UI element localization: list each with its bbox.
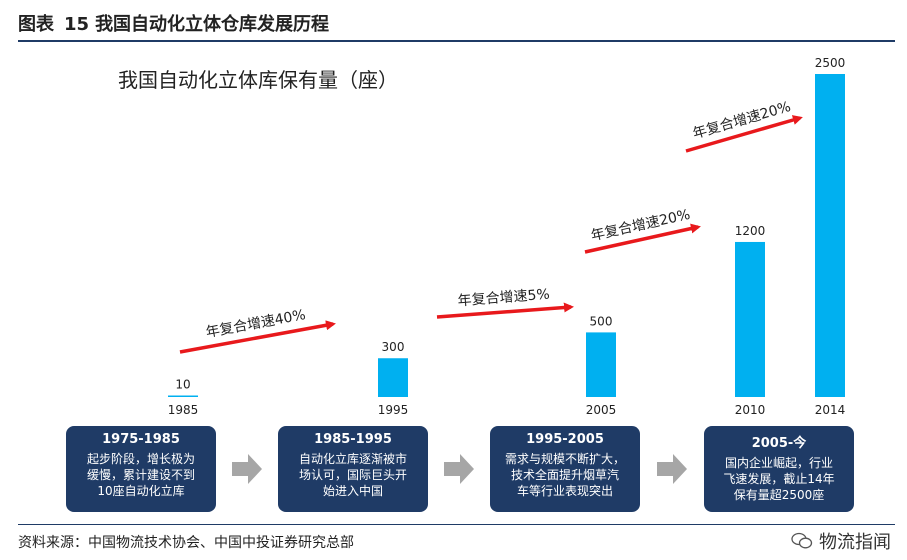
figure-title: 我国自动化立体仓库发展历程 [95, 14, 330, 35]
x-tick-label: 2010 [735, 403, 766, 417]
source-note: 资料来源：中国物流技术协会、中国中投证券研究总部 [18, 535, 354, 551]
bar-2010 [735, 241, 765, 397]
header-rule [18, 40, 895, 42]
growth-arrow [584, 223, 701, 254]
bar-chart: 10 1985 300 1995 500 2005 1200 2010 2500 2014 年复合增… [168, 56, 846, 417]
phase-period: 1975-1985 [102, 432, 180, 447]
bar-value-label: 500 [590, 314, 613, 328]
figure-label: 图表 [18, 14, 54, 35]
growth-arrow [179, 320, 336, 354]
x-tick-label: 1995 [378, 403, 409, 417]
phase-period: 1995-2005 [526, 432, 604, 447]
phase-desc-line: 技术全面提升烟草汽 [510, 468, 619, 482]
chevron-right-icon [444, 454, 474, 484]
phase-desc-line: 起步阶段，增长极为 [86, 452, 195, 466]
phase-box-2: 1985-1995 自动化立库逐渐被市 场认可，国际巨头开 始进入中国 [278, 426, 428, 512]
phase-desc-line: 需求与规模不断扩大， [504, 452, 625, 466]
brand-name: 物流指闻 [819, 532, 891, 553]
bar-2014 [815, 74, 845, 397]
bar-2005 [586, 332, 616, 397]
bar-value-label: 1200 [735, 224, 766, 238]
growth-annotation: 年复合增速5% [457, 286, 550, 310]
phase-desc-line: 场认可，国际巨头开 [298, 468, 407, 482]
phase-desc-line: 自动化立库逐渐被市 [298, 452, 407, 466]
phase-box-4: 2005-今 国内企业崛起，行业 飞速发展，截止14年 保有量超2500座 [704, 426, 854, 512]
growth-arrow [685, 115, 803, 153]
phase-period: 1985-1995 [314, 432, 392, 447]
phase-desc-line: 车等行业表现突出 [516, 484, 613, 498]
phase-desc-line: 10座自动化立库 [97, 484, 185, 498]
chevron-right-icon [232, 454, 262, 484]
growth-arrow [436, 302, 574, 319]
phase-desc-line: 国内企业崛起，行业 [724, 456, 833, 470]
wechat-icon [791, 532, 813, 549]
phase-box-3: 1995-2005 需求与规模不断扩大， 技术全面提升烟草汽 车等行业表现突出 [490, 426, 640, 512]
chart-title: 我国自动化立体库保有量（座） [118, 68, 398, 92]
phase-box-1: 1975-1985 起步阶段，增长极为 缓慢，累计建设不到 10座自动化立库 [66, 426, 216, 512]
bar-1995 [378, 358, 408, 397]
phase-desc-line: 缓慢，累计建设不到 [86, 468, 195, 482]
x-tick-label: 2014 [815, 403, 846, 417]
bar-1985 [168, 395, 198, 397]
x-tick-label: 2005 [586, 403, 617, 417]
phase-desc-line: 保有量超2500座 [733, 488, 825, 502]
footer-rule [18, 524, 895, 525]
figure-number: 15 [64, 14, 90, 35]
phase-desc-line: 飞速发展，截止14年 [723, 472, 835, 486]
growth-annotation: 年复合增速40% [204, 306, 307, 341]
phase-desc-line: 始进入中国 [322, 484, 383, 498]
bar-value-label: 10 [175, 378, 190, 392]
brand-watermark: 物流指闻 [791, 528, 891, 554]
chevron-right-icon [657, 454, 687, 484]
bar-value-label: 300 [382, 340, 405, 354]
bar-value-label: 2500 [815, 56, 846, 70]
figure-header: 图表 15 我国自动化立体仓库发展历程 [18, 10, 329, 36]
phase-period: 2005-今 [751, 436, 807, 451]
x-tick-label: 1985 [168, 403, 199, 417]
